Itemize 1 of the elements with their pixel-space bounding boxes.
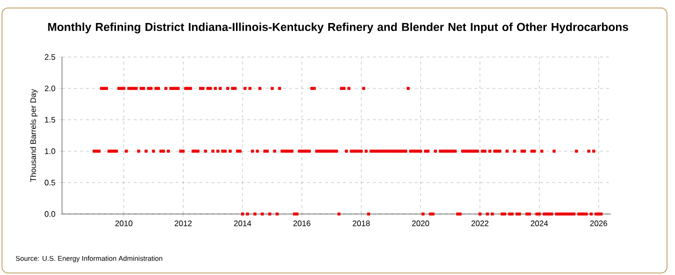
chart-title: Monthly Refining District Indiana-Illinois-Kentucky Refinery and Blender Net Input of Other Hydrocarbons — [48, 22, 628, 34]
